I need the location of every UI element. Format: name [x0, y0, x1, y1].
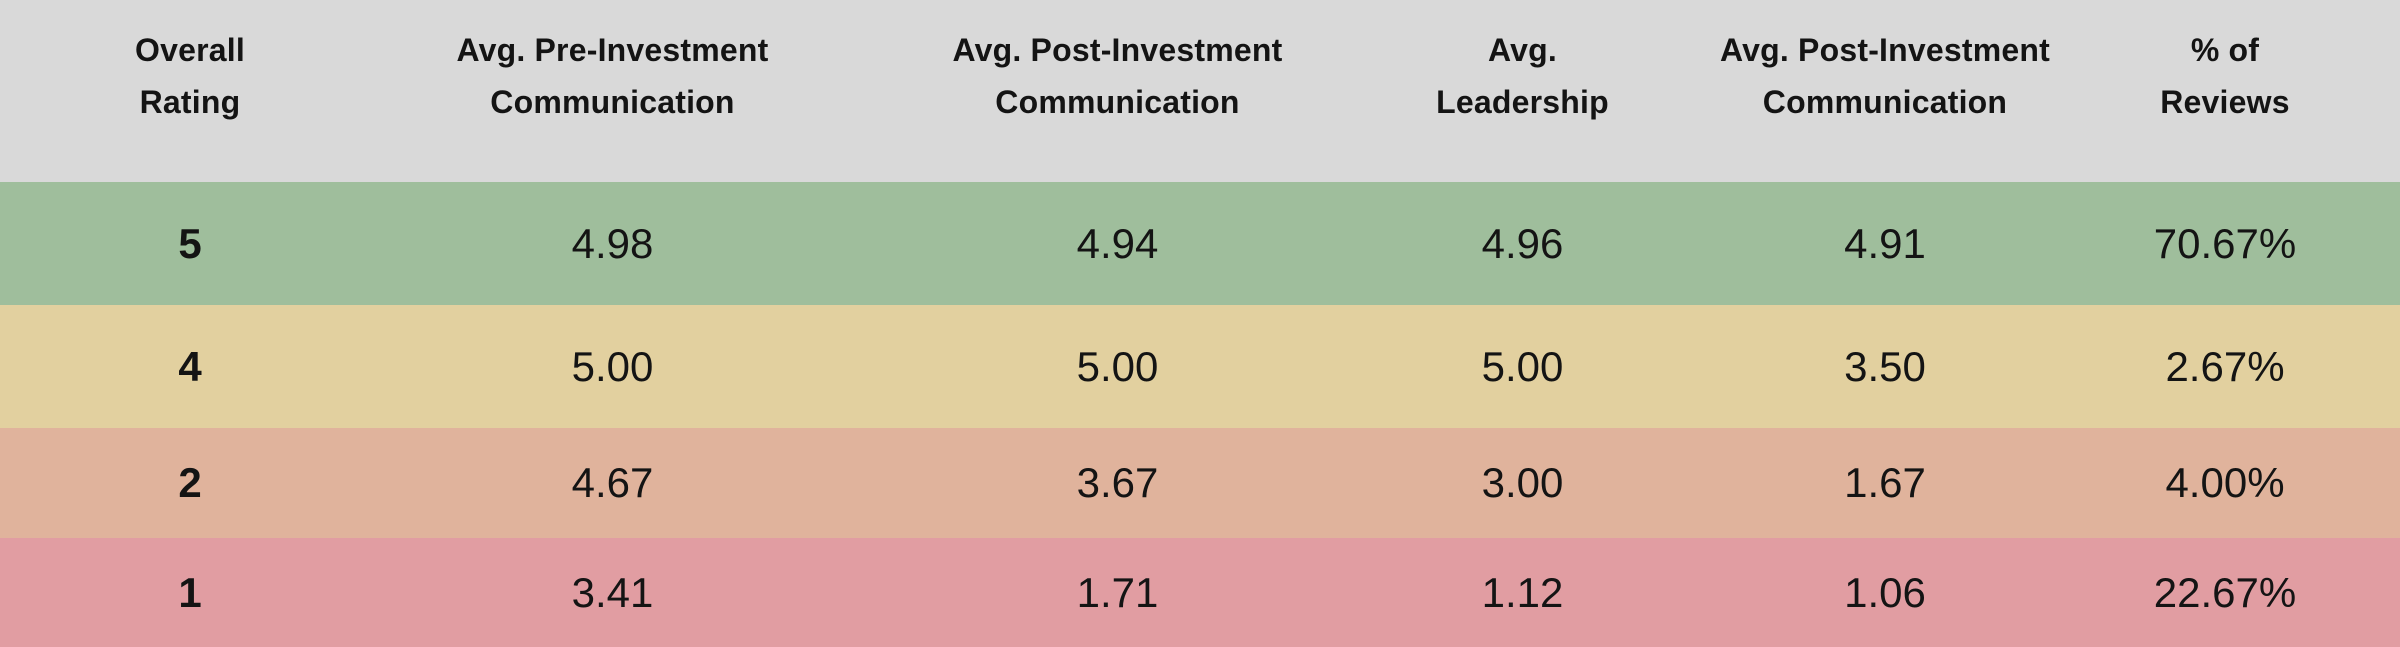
cell-percent-of-reviews: 2.67%	[2165, 342, 2285, 390]
cell-pre-investment-communication: 4.98	[571, 219, 654, 267]
table-row-rating-1: 1 3.41 1.71 1.12 1.06 22.67%	[0, 538, 2400, 647]
header-row: Overall Rating Avg. Pre-Investment Commu…	[0, 0, 2400, 182]
cell-post-investment-communication: 5.00	[1076, 342, 1159, 390]
cell-post-investment-communication-2: 4.91	[1844, 219, 1926, 267]
cell-leadership: 4.96	[1481, 219, 1564, 267]
cell-post-investment-communication: 4.94	[1076, 219, 1159, 267]
cell-overall-rating: 4	[178, 342, 202, 390]
cell-post-investment-communication-2: 3.50	[1844, 342, 1926, 390]
cell-leadership: 5.00	[1481, 342, 1564, 390]
col-header-leadership: Avg. Leadership	[1436, 32, 1609, 120]
cell-post-investment-communication: 3.67	[1076, 459, 1159, 506]
cell-pre-investment-communication: 3.41	[571, 568, 654, 616]
cell-leadership: 3.00	[1481, 459, 1564, 506]
col-header-pre-investment-communication: Avg. Pre-Investment Communication	[456, 32, 769, 120]
cell-pre-investment-communication: 5.00	[571, 342, 654, 390]
cell-percent-of-reviews: 22.67%	[2153, 568, 2297, 616]
col-header-post-investment-communication: Avg. Post-Investment Communication	[952, 32, 1283, 120]
table-row-rating-2: 2 4.67 3.67 3.00 1.67 4.00%	[0, 428, 2400, 538]
table-row-rating-4: 4 5.00 5.00 5.00 3.50 2.67%	[0, 305, 2400, 428]
col-header-overall-rating: Overall Rating	[135, 32, 245, 120]
cell-post-investment-communication: 1.71	[1076, 568, 1159, 616]
cell-post-investment-communication-2: 1.06	[1844, 568, 1926, 616]
cell-overall-rating: 2	[178, 459, 202, 506]
cell-overall-rating: 1	[178, 568, 202, 616]
cell-percent-of-reviews: 70.67%	[2153, 219, 2297, 267]
col-header-post-investment-communication-2: Avg. Post-Investment Communication	[1720, 32, 2050, 120]
col-header-percent-of-reviews: % of Reviews	[2160, 32, 2290, 120]
cell-leadership: 1.12	[1481, 568, 1564, 616]
cell-overall-rating: 5	[178, 219, 202, 267]
cell-pre-investment-communication: 4.67	[571, 459, 654, 506]
cell-percent-of-reviews: 4.00%	[2165, 459, 2285, 506]
cell-post-investment-communication-2: 1.67	[1844, 459, 1926, 506]
table-row-rating-5: 5 4.98 4.94 4.96 4.91 70.67%	[0, 182, 2400, 305]
